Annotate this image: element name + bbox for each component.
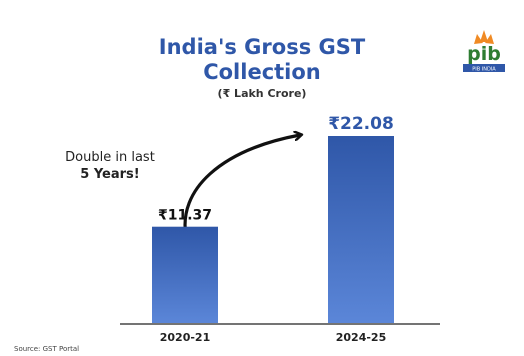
value-label-2020-21: ₹11.37 — [158, 208, 212, 224]
category-label-2020-21: 2020-21 — [160, 331, 211, 344]
pib-logo-icon: pib PIB INDIA — [463, 30, 505, 73]
logo-text: pib — [467, 43, 501, 65]
chart-title-line1: India's Gross GST — [158, 35, 366, 59]
annotation-line2: 5 Years! — [80, 167, 140, 182]
bar-2020-21 — [152, 226, 218, 323]
source-note: Source: GST Portal — [14, 345, 80, 353]
chart-subtitle: (₹ Lakh Crore) — [217, 87, 307, 100]
category-label-2024-25: 2024-25 — [336, 331, 387, 344]
logo-caption: PIB INDIA — [472, 67, 496, 73]
value-label-2024-25: ₹22.08 — [328, 114, 394, 134]
annotation: Double in last 5 Years! — [40, 149, 180, 183]
growth-arrow — [183, 135, 300, 238]
annotation-line1: Double in last — [65, 150, 155, 165]
bar-2024-25 — [328, 136, 394, 323]
chart-title-line2: Collection — [203, 60, 321, 84]
